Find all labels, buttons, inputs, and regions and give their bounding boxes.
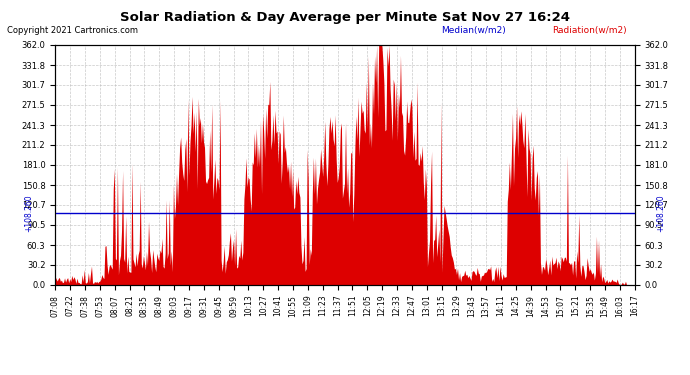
Text: Copyright 2021 Cartronics.com: Copyright 2021 Cartronics.com xyxy=(7,26,138,35)
Text: Solar Radiation & Day Average per Minute Sat Nov 27 16:24: Solar Radiation & Day Average per Minute… xyxy=(120,11,570,24)
Text: Median(w/m2): Median(w/m2) xyxy=(442,26,506,35)
Text: +108.260: +108.260 xyxy=(25,194,34,232)
Text: Radiation(w/m2): Radiation(w/m2) xyxy=(552,26,627,35)
Text: +108.260: +108.260 xyxy=(656,194,665,232)
